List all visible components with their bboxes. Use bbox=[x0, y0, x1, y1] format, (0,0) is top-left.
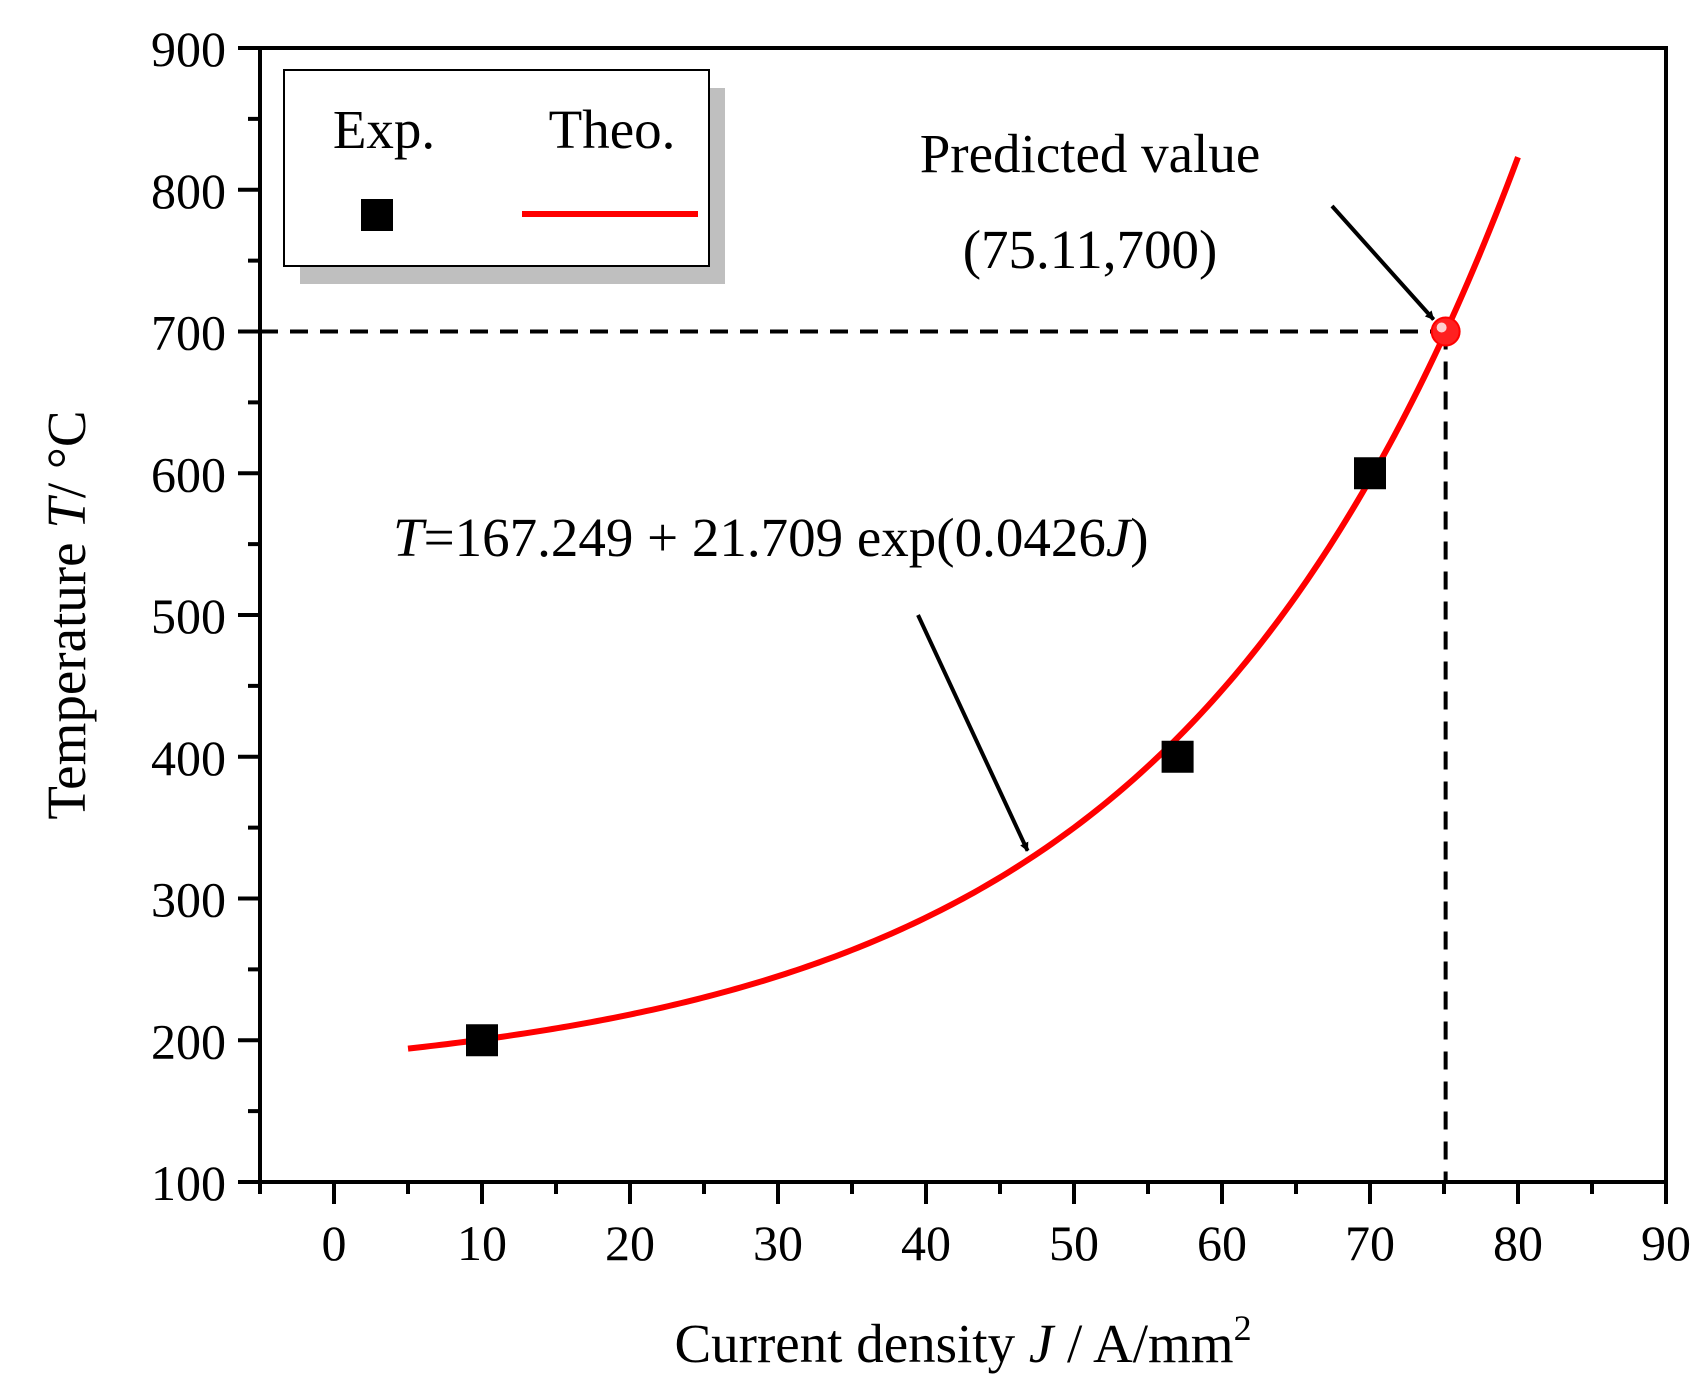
y-tick-label: 100 bbox=[151, 1155, 226, 1211]
y-tick-label: 400 bbox=[151, 730, 226, 786]
y-axis-title-suffix: / °C bbox=[36, 410, 97, 498]
y-axis-title-prefix: Temperature bbox=[36, 529, 97, 820]
equation-close: ) bbox=[1130, 507, 1148, 568]
legend-box bbox=[283, 69, 710, 267]
y-tick-label: 300 bbox=[151, 872, 226, 928]
x-axis-title: Current density J / A/mm2 bbox=[674, 1308, 1251, 1374]
y-axis-title-var: T bbox=[36, 495, 97, 529]
y-tick-label: 200 bbox=[151, 1013, 226, 1069]
equation-label: T=167.249 + 21.709 exp(0.0426J) bbox=[393, 507, 1149, 568]
equation-var-t: T bbox=[393, 507, 427, 568]
x-tick-label: 0 bbox=[322, 1215, 347, 1271]
x-axis-title-suffix: / A/mm bbox=[1053, 1313, 1233, 1374]
legend: Exp. Theo. bbox=[283, 69, 725, 284]
exp-point bbox=[466, 1024, 498, 1057]
theo-curve bbox=[407, 156, 1521, 1052]
x-axis-title-var: J bbox=[1029, 1313, 1056, 1374]
y-axis: 100 200 300 400 500 600 700 800 900 bbox=[151, 21, 260, 1211]
legend-exp-label: Exp. bbox=[333, 99, 435, 160]
x-axis-title-sup: 2 bbox=[1234, 1308, 1252, 1348]
legend-exp-marker bbox=[361, 199, 393, 231]
equation-body: =167.249 + 21.709 exp(0.0426 bbox=[424, 507, 1106, 568]
exp-points bbox=[466, 457, 1386, 1057]
x-axis-title-prefix: Current density bbox=[674, 1313, 1028, 1374]
x-axis: 0 10 20 30 40 50 60 70 80 90 bbox=[258, 1182, 1691, 1271]
predicted-point-highlight bbox=[1436, 322, 1447, 333]
x-tick-label: 40 bbox=[901, 1215, 951, 1271]
x-tick-label: 90 bbox=[1641, 1215, 1691, 1271]
predicted-point-marker bbox=[1430, 316, 1461, 347]
equation-arrow bbox=[916, 614, 1030, 852]
predicted-point bbox=[1430, 316, 1461, 347]
x-tick-label: 30 bbox=[753, 1215, 803, 1271]
x-tick-label: 70 bbox=[1345, 1215, 1395, 1271]
x-tick-label: 10 bbox=[457, 1215, 507, 1271]
exp-point bbox=[1354, 457, 1386, 490]
x-tick-label: 50 bbox=[1049, 1215, 1099, 1271]
y-axis-title: Temperature T/ °C bbox=[36, 410, 97, 819]
exp-point bbox=[1161, 740, 1194, 773]
predicted-coords: (75.11,700) bbox=[963, 219, 1218, 280]
predicted-title: Predicted value bbox=[920, 123, 1261, 184]
y-tick-label: 500 bbox=[151, 588, 226, 644]
x-tick-label: 60 bbox=[1197, 1215, 1247, 1271]
legend-theo-label: Theo. bbox=[549, 99, 676, 160]
y-tick-label: 900 bbox=[151, 21, 226, 77]
x-tick-label: 80 bbox=[1493, 1215, 1543, 1271]
y-tick-label: 800 bbox=[151, 163, 226, 219]
equation-var-j: J bbox=[1106, 507, 1133, 568]
predicted-arrow bbox=[1330, 204, 1436, 321]
x-tick-label: 20 bbox=[605, 1215, 655, 1271]
y-tick-label: 700 bbox=[151, 305, 226, 361]
y-tick-label: 600 bbox=[151, 446, 226, 502]
